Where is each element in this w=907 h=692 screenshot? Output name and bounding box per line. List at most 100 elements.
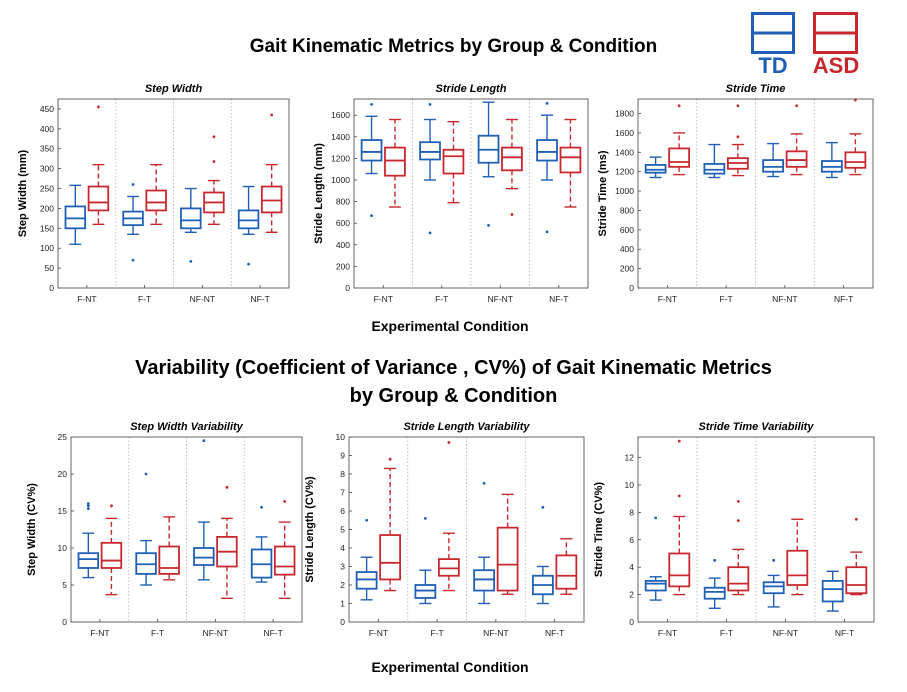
box-td-f-t bbox=[703, 558, 726, 609]
y-tick-label: 1800 bbox=[615, 109, 634, 119]
x-tick-label: F-NT bbox=[90, 628, 109, 638]
box-td-f-t bbox=[703, 143, 726, 179]
outlier-point bbox=[677, 439, 681, 443]
box-td-nf-t bbox=[820, 141, 843, 179]
iqr-box bbox=[442, 148, 465, 175]
legend-td-swatch bbox=[751, 12, 795, 54]
y-tick-label: 1 bbox=[340, 599, 345, 609]
y-tick-label: 0 bbox=[345, 283, 350, 293]
outlier-point bbox=[545, 101, 549, 105]
iqr-box bbox=[379, 534, 402, 581]
box-td-nf-t bbox=[531, 505, 554, 605]
y-tick-label: 2 bbox=[340, 580, 345, 590]
x-tick-label: F-T bbox=[720, 628, 733, 638]
y-tick-label: 12 bbox=[625, 453, 635, 463]
x-tick-label: F-T bbox=[151, 628, 164, 638]
box-td-f-nt bbox=[355, 518, 378, 601]
iqr-box bbox=[193, 547, 215, 566]
plot-frame bbox=[637, 98, 874, 289]
iqr-box bbox=[668, 147, 691, 168]
box-td-nf-nt bbox=[180, 187, 202, 263]
box-asd-nf-nt bbox=[785, 104, 808, 176]
box-td-f-nt bbox=[64, 184, 87, 245]
iqr-box bbox=[360, 139, 383, 162]
y-tick-label: 1400 bbox=[331, 132, 350, 142]
box-asd-f-t bbox=[726, 104, 749, 177]
iqr-box bbox=[703, 163, 726, 175]
iqr-box bbox=[727, 566, 750, 592]
iqr-box bbox=[644, 579, 667, 592]
box-td-nf-t bbox=[536, 101, 558, 234]
y-tick-label: 400 bbox=[336, 240, 350, 250]
y-tick-label: 10 bbox=[336, 432, 346, 442]
x-tick-label: F-NT bbox=[658, 294, 677, 304]
box-td-nf-t bbox=[250, 505, 273, 583]
iqr-box bbox=[237, 209, 260, 230]
iqr-box bbox=[180, 207, 202, 230]
outlier-point bbox=[772, 558, 776, 562]
y-tick-label: 1200 bbox=[331, 153, 350, 163]
outlier-point bbox=[510, 213, 514, 216]
outlier-point bbox=[677, 494, 681, 498]
legend-asd-swatch bbox=[813, 12, 858, 54]
outlier-point bbox=[202, 439, 206, 443]
x-tick-label: NF-NT bbox=[483, 628, 509, 638]
iqr-box bbox=[437, 558, 460, 577]
outlier-point bbox=[247, 262, 250, 266]
box-td-nf-nt bbox=[473, 481, 496, 605]
outlier-point bbox=[270, 113, 274, 117]
outlier-point bbox=[212, 135, 216, 139]
y-tick-label: 9 bbox=[340, 451, 345, 461]
x-tick-label: F-T bbox=[720, 294, 733, 304]
box-asd-nf-t bbox=[844, 98, 867, 176]
x-tick-label: F-NT bbox=[374, 294, 393, 304]
y-tick-label: 200 bbox=[40, 203, 54, 213]
outlier-point bbox=[131, 258, 135, 262]
box-td-nf-nt bbox=[762, 558, 785, 608]
outlier-point bbox=[189, 259, 193, 263]
x-tick-label: F-NT bbox=[369, 628, 388, 638]
x-axis-label-top: Experimental Condition bbox=[371, 318, 529, 334]
box-td-nf-t bbox=[237, 185, 260, 266]
y-tick-label: 150 bbox=[40, 223, 54, 233]
iqr-box bbox=[473, 569, 496, 592]
outlier-point bbox=[260, 505, 263, 509]
box-asd-nf-t bbox=[555, 538, 578, 595]
x-tick-label: F-T bbox=[431, 628, 444, 638]
outlier-point bbox=[541, 505, 545, 509]
outlier-point bbox=[428, 231, 432, 235]
y-tick-label: 0 bbox=[629, 617, 634, 627]
y-axis-label: Stride Time (ms) bbox=[597, 150, 609, 236]
y-axis-label: Step Width (CV%) bbox=[26, 483, 38, 576]
iqr-box bbox=[644, 164, 667, 174]
plot-frame bbox=[637, 436, 875, 623]
y-tick-label: 0 bbox=[629, 283, 634, 293]
y-tick-label: 1600 bbox=[615, 128, 634, 138]
outlier-point bbox=[225, 485, 229, 489]
iqr-box bbox=[496, 526, 519, 592]
y-tick-label: 5 bbox=[62, 580, 67, 590]
outlier-point bbox=[736, 104, 740, 108]
box-asd-f-nt bbox=[668, 104, 691, 176]
outlier-point bbox=[795, 104, 799, 108]
x-axis-label-bottom: Experimental Condition bbox=[371, 659, 529, 675]
y-tick-label: 1000 bbox=[615, 186, 634, 196]
box-td-nf-nt bbox=[193, 439, 215, 581]
y-tick-label: 8 bbox=[629, 507, 634, 517]
iqr-box bbox=[845, 566, 868, 595]
box-asd-nf-nt bbox=[216, 485, 238, 600]
outlier-point bbox=[736, 135, 740, 139]
x-tick-label: NF-T bbox=[549, 294, 568, 304]
box-asd-f-t bbox=[727, 500, 750, 596]
iqr-box bbox=[158, 545, 180, 575]
y-tick-label: 25 bbox=[58, 432, 68, 442]
y-tick-label: 10 bbox=[58, 543, 68, 553]
y-axis-label: Stride Length (mm) bbox=[313, 143, 325, 244]
x-tick-label: F-T bbox=[435, 294, 448, 304]
outlier-point bbox=[713, 558, 717, 562]
box-asd-f-t bbox=[145, 163, 167, 226]
iqr-box bbox=[260, 185, 283, 214]
x-tick-label: NF-T bbox=[250, 294, 269, 304]
outlier-point bbox=[97, 105, 100, 109]
y-tick-label: 0 bbox=[62, 617, 67, 627]
